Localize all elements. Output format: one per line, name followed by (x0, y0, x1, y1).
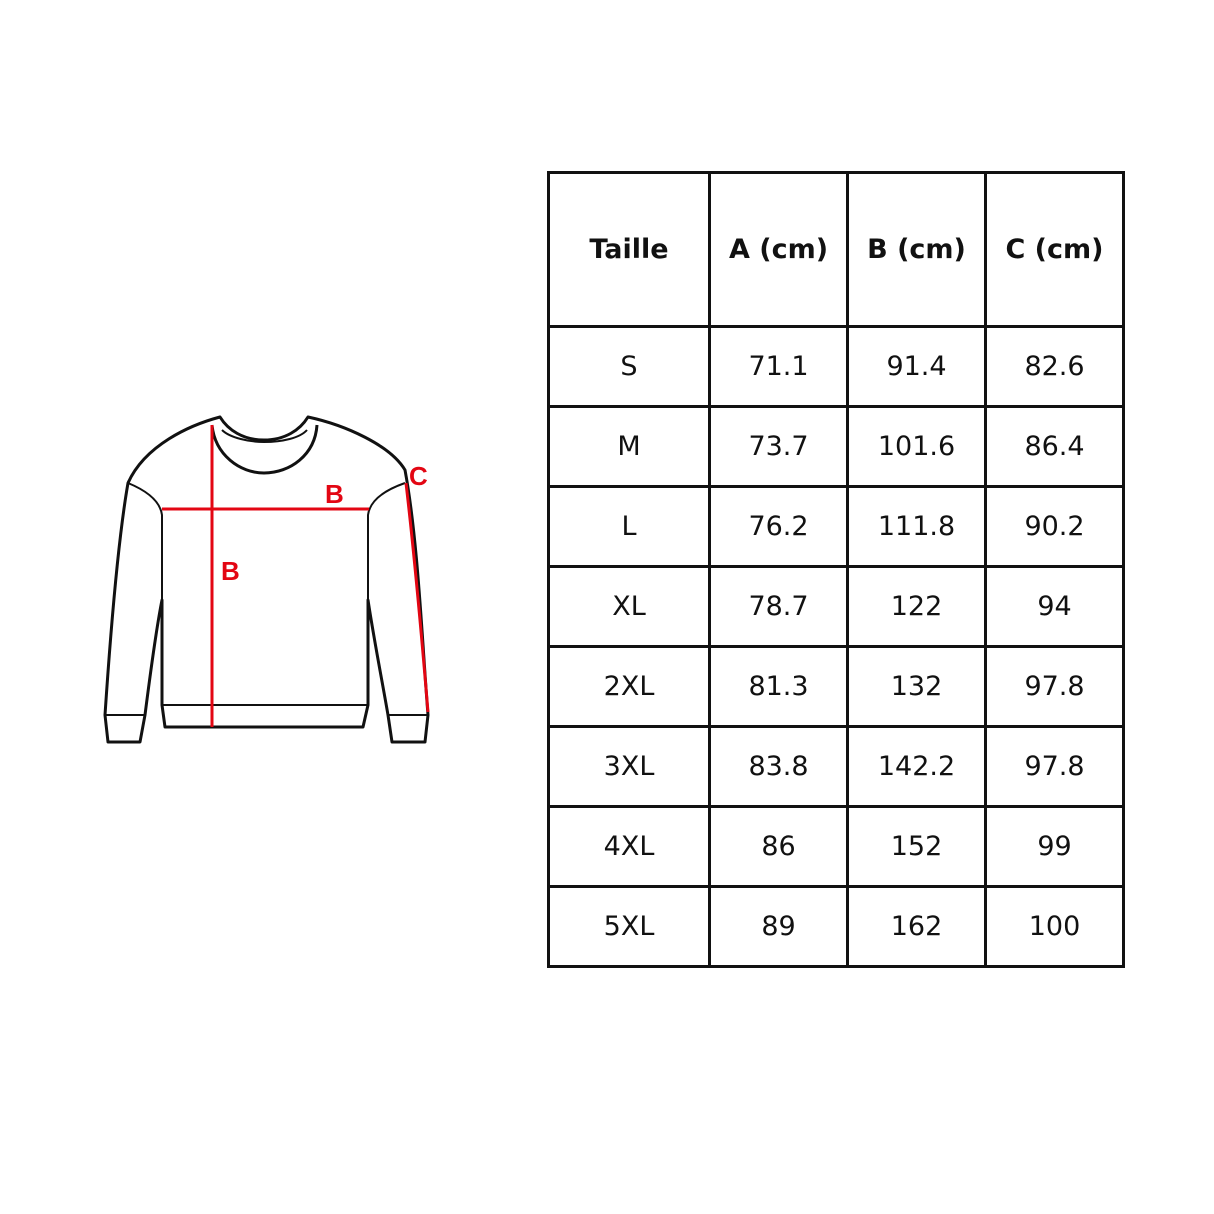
length-label: B (221, 556, 240, 586)
cell-c: 100 (984, 885, 1125, 968)
cell-b: 101.6 (846, 405, 987, 488)
cell-size: L (547, 485, 711, 568)
cell-size: 2XL (547, 645, 711, 728)
chest-label: B (325, 479, 344, 509)
cell-c: 82.6 (984, 325, 1125, 408)
sweater-outline (103, 415, 430, 744)
cell-b: 122 (846, 565, 987, 648)
cell-c: 94 (984, 565, 1125, 648)
cell-c: 90.2 (984, 485, 1125, 568)
cell-size: XL (547, 565, 711, 648)
cell-size: M (547, 405, 711, 488)
cell-size: 3XL (547, 725, 711, 808)
cell-a: 83.8 (708, 725, 849, 808)
cell-b: 162 (846, 885, 987, 968)
cell-c: 97.8 (984, 645, 1125, 728)
header-b: B (cm) (846, 171, 987, 328)
cell-b: 152 (846, 805, 987, 888)
table-row: 2XL 81.3 132 97.8 (547, 645, 1125, 728)
header-c: C (cm) (984, 171, 1125, 328)
cell-b: 132 (846, 645, 987, 728)
cell-size: 4XL (547, 805, 711, 888)
sleeve-line (404, 482, 430, 713)
cell-size: 5XL (547, 885, 711, 968)
sleeve-label: C (409, 461, 428, 491)
header-size: Taille (547, 171, 711, 328)
cell-b: 91.4 (846, 325, 987, 408)
table-row: M 73.7 101.6 86.4 (547, 405, 1125, 488)
cell-c: 97.8 (984, 725, 1125, 808)
cell-a: 89 (708, 885, 849, 968)
table-row: 4XL 86 152 99 (547, 805, 1125, 888)
cell-b: 142.2 (846, 725, 987, 808)
table-row: 5XL 89 162 100 (547, 885, 1125, 968)
table-row: L 76.2 111.8 90.2 (547, 485, 1125, 568)
table-row: S 71.1 91.4 82.6 (547, 325, 1125, 408)
sweater-diagram: B B C (103, 415, 430, 744)
cell-c: 86.4 (984, 405, 1125, 488)
cell-a: 86 (708, 805, 849, 888)
header-a: A (cm) (708, 171, 849, 328)
measure-lines (162, 425, 430, 727)
table-row: XL 78.7 122 94 (547, 565, 1125, 648)
cell-a: 71.1 (708, 325, 849, 408)
cell-b: 111.8 (846, 485, 987, 568)
cell-a: 78.7 (708, 565, 849, 648)
cell-size: S (547, 325, 711, 408)
cell-a: 73.7 (708, 405, 849, 488)
table-row: 3XL 83.8 142.2 97.8 (547, 725, 1125, 808)
table-header-row: Taille A (cm) B (cm) C (cm) (547, 171, 1125, 328)
cell-c: 99 (984, 805, 1125, 888)
size-table: Taille A (cm) B (cm) C (cm) S 71.1 91.4 82.… (547, 171, 1125, 968)
cell-a: 81.3 (708, 645, 849, 728)
cell-a: 76.2 (708, 485, 849, 568)
